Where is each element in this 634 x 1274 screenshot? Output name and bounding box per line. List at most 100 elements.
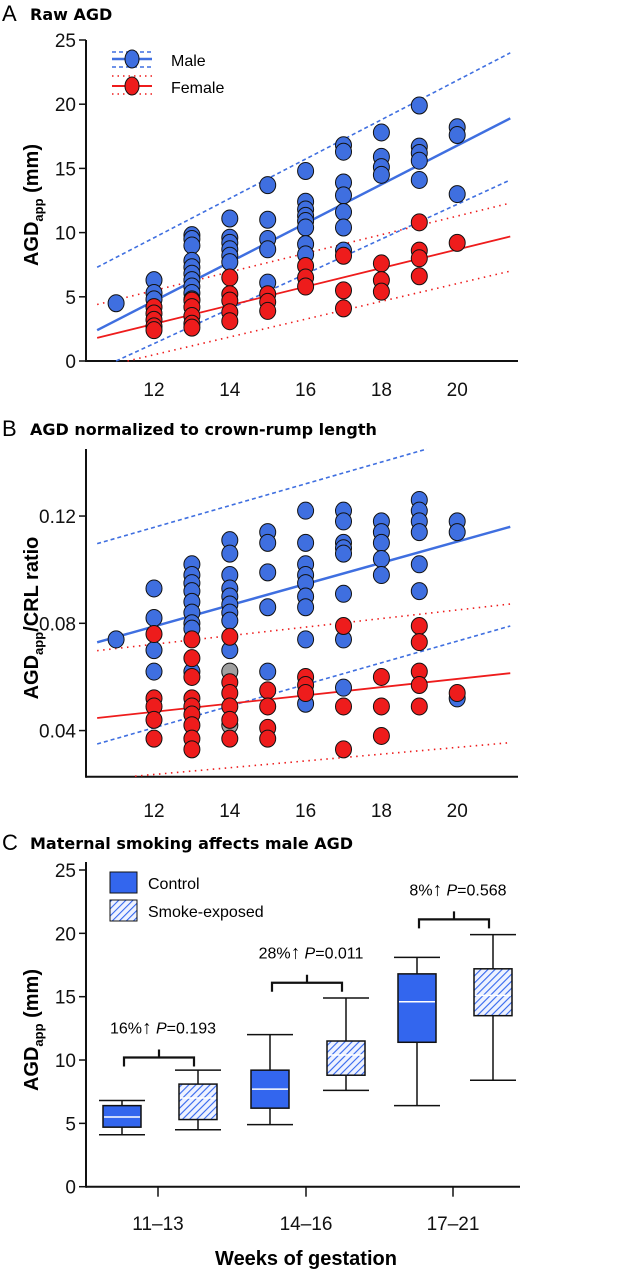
y-tick-label: 0.04: [39, 722, 76, 743]
x-tick-label: 16: [295, 380, 316, 401]
annotation-label: 16%↑ P=0.193: [110, 1017, 216, 1038]
female-point: [372, 254, 390, 273]
female-point: [410, 633, 428, 652]
male-point: [448, 126, 466, 145]
female-point: [372, 282, 390, 301]
smoke-exposed-box: [323, 997, 369, 1092]
female-point: [410, 697, 428, 716]
male-point: [410, 582, 428, 601]
significance-bracket: [417, 911, 491, 929]
x-tick-label: 14–16: [280, 1214, 333, 1235]
y-tick-label: 20: [55, 924, 76, 945]
annotation-part: ↑: [433, 879, 443, 900]
female-point: [183, 649, 201, 668]
female-point: [183, 630, 201, 649]
male-point: [221, 209, 239, 228]
legend: Control Smoke-exposed: [109, 871, 264, 922]
panel-b: B AGD normalized to crown-rump length AG…: [2, 416, 518, 822]
x-tick-label: 16: [295, 801, 316, 822]
male-point: [410, 96, 428, 115]
male-upper-bound: [96, 52, 511, 268]
male-point: [448, 185, 466, 204]
male-point: [448, 523, 466, 542]
female-point: [221, 627, 239, 646]
female-point: [297, 684, 315, 703]
legend-smoke-label: Smoke-exposed: [148, 904, 264, 921]
female-point: [183, 667, 201, 686]
male-point: [145, 579, 163, 598]
male-point: [372, 549, 390, 568]
smoke-exposed-box: [175, 1069, 221, 1131]
male-point: [221, 253, 239, 272]
male-point: [259, 598, 277, 617]
significance-bracket: [270, 974, 344, 992]
x-tick-label: 14: [219, 801, 241, 822]
male-point: [410, 555, 428, 574]
female-point: [259, 729, 277, 748]
legend-female-label: Female: [171, 80, 224, 97]
female-point: [145, 729, 163, 748]
female-point: [145, 321, 163, 340]
male-point: [410, 170, 428, 189]
female-upper-bound: [96, 202, 511, 306]
male-point: [372, 165, 390, 184]
male-point: [297, 501, 315, 520]
smoke-exposed-box: [470, 933, 516, 1082]
female-point: [145, 625, 163, 644]
annotation-part: =0.011: [315, 946, 363, 963]
annotation-part: 28%: [259, 946, 291, 963]
male-point: [297, 218, 315, 237]
y-tick-label: 25: [55, 31, 76, 52]
male-upper-bound: [96, 448, 428, 545]
male-point: [335, 218, 352, 237]
female-point: [335, 697, 352, 716]
y-axis-label: AGDapp (mm): [21, 969, 46, 1091]
annotation-part: P: [156, 1020, 167, 1037]
y-tick-label: 0: [65, 1178, 76, 1199]
legend-control-label: Control: [148, 876, 200, 893]
male-point: [410, 523, 428, 542]
box-iqr: [473, 968, 513, 1017]
female-point: [448, 233, 466, 252]
annotation-part: P: [447, 882, 458, 899]
male-point: [372, 533, 390, 552]
male-point: [221, 611, 239, 630]
female-point: [183, 740, 201, 759]
male-point: [335, 512, 352, 531]
y-tick-label: 15: [55, 988, 76, 1009]
female-point: [372, 697, 390, 716]
male-point: [410, 151, 428, 170]
plot-area: 0.04 0.08 0.12 12 14 16 18 20: [39, 448, 518, 822]
box-iqr: [326, 1040, 366, 1076]
box-iqr: [178, 1083, 218, 1121]
legend-male-label: Male: [171, 53, 206, 70]
male-point: [259, 563, 277, 582]
panel-title: AGD normalized to crown-rump length: [30, 420, 377, 439]
male-lower-bound: [96, 625, 511, 745]
female-point: [335, 246, 352, 265]
annotation-part: 8%: [409, 882, 432, 899]
x-tick-label: 14: [219, 380, 241, 401]
x-tick-label: 20: [447, 380, 468, 401]
x-tick-label: 18: [371, 380, 392, 401]
female-point: [410, 267, 428, 286]
significance-bracket: [122, 1049, 196, 1067]
female-point: [259, 697, 277, 716]
female-point: [335, 740, 352, 759]
male-point: [335, 678, 352, 697]
male-point: [107, 294, 125, 313]
annotation-part: =0.193: [167, 1020, 216, 1037]
male-lower-bound: [115, 179, 511, 362]
female-point: [372, 726, 390, 745]
x-tick-label: 12: [143, 801, 164, 822]
male-point: [297, 161, 315, 180]
female-point: [335, 281, 352, 300]
female-point: [183, 318, 201, 337]
x-tick-label: 20: [447, 801, 468, 822]
male-point: [259, 210, 277, 229]
y-tick-label: 10: [55, 1051, 76, 1072]
annotation-label: 28%↑ P=0.011: [259, 943, 364, 964]
male-point: [145, 662, 163, 681]
annotation-part: 16%: [110, 1020, 142, 1037]
